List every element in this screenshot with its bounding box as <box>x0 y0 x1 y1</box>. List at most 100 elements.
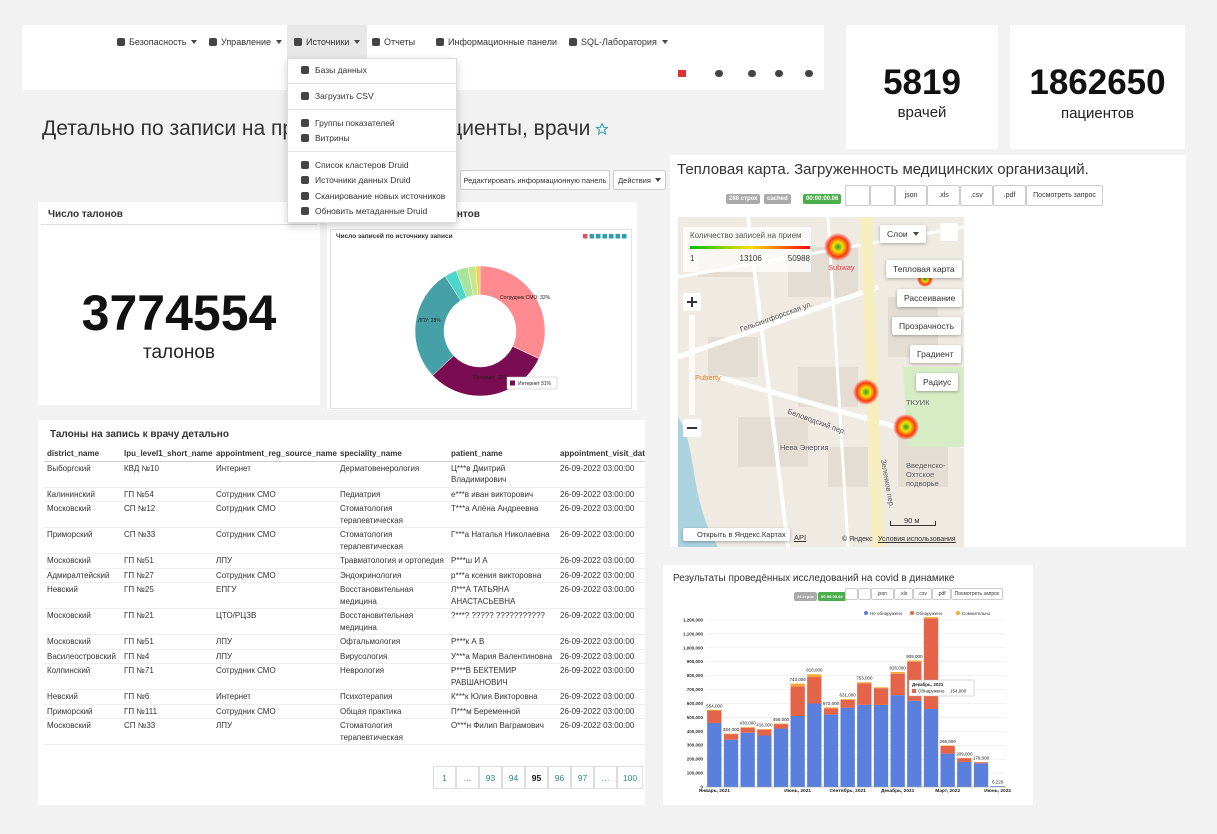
tickets-label: талонов <box>142 342 216 363</box>
table-cell: ?***? ????? ??????????? <box>448 608 557 635</box>
table-cell: Стоматология терапевтическая <box>337 718 448 745</box>
table-cell: Сотрудник СМО <box>213 704 337 719</box>
open-in-yandex[interactable]: Открыть в Яндекс.Картах <box>683 528 790 541</box>
kpi-value: 5819 <box>883 63 961 102</box>
table-cell: Дерматовенерология <box>337 461 448 488</box>
nav-item[interactable]: Источники <box>287 25 368 59</box>
column-header[interactable]: appointment_reg_source_name <box>213 447 337 462</box>
covid-panel: Результаты проведённых исследований на c… <box>663 565 1033 805</box>
nav-icon-button[interactable] <box>715 70 723 77</box>
page-button[interactable]: 93 <box>479 766 502 789</box>
language-flag[interactable] <box>678 70 686 77</box>
table-cell: К***к Юлия Викторовна <box>448 689 557 705</box>
export-button[interactable]: .csv <box>960 185 993 206</box>
table-cell: Колпинский <box>44 663 121 690</box>
table-cell: 26-09-2022 03:00:00 <box>557 553 645 569</box>
page-button[interactable]: 100 <box>617 766 643 789</box>
heat-point <box>853 379 879 405</box>
layer-option[interactable]: Рассеивание <box>897 289 963 307</box>
dropdown-item[interactable]: Источники данных Druid <box>288 173 456 189</box>
table-cell: 26-09-2022 03:00:00 <box>557 634 645 650</box>
api-link[interactable]: API <box>794 533 807 542</box>
page-button[interactable]: 97 <box>571 766 594 789</box>
column-header[interactable]: lpu_level1_short_name <box>121 447 213 462</box>
map[interactable]: Количество записей на прием 1 13106 50988 Сл… <box>678 217 964 547</box>
scale-bar <box>890 521 936 526</box>
dropdown-item[interactable]: Витрины <box>288 131 456 147</box>
panel-title: Результаты проведённых исследований на c… <box>673 573 955 584</box>
export-button[interactable]: .csv <box>913 588 932 600</box>
column-header[interactable]: patient_name <box>448 447 557 462</box>
nav-icon-button[interactable] <box>805 70 813 77</box>
page-button[interactable]: 94 <box>502 766 525 789</box>
dropdown-item[interactable]: Сканирование новых источников <box>288 188 456 204</box>
nav-item[interactable]: Управление <box>202 25 289 59</box>
nav-icon <box>294 38 302 46</box>
table-cell: 26-09-2022 03:00:00 <box>557 649 645 664</box>
pie-frame: Число записей по источнику записи <box>330 229 632 409</box>
layer-option[interactable]: Градиент <box>910 345 961 363</box>
export-button[interactable]: Посмотреть запрос <box>1026 185 1103 206</box>
edit-dashboard-button[interactable]: Редактировать информационную панель <box>460 170 610 190</box>
separator <box>288 82 456 84</box>
building-block <box>828 447 868 487</box>
export-button[interactable]: .pdf <box>932 588 951 600</box>
page-button[interactable]: 1 <box>433 766 456 789</box>
layer-option[interactable]: Прозрачность <box>892 317 962 335</box>
dropdown-item[interactable]: Список кластеров Druid <box>288 157 456 173</box>
export-button[interactable]: json <box>895 185 927 206</box>
layer-option[interactable]: Радиус <box>916 373 959 391</box>
tickets-value: 3774554 <box>81 285 277 341</box>
street <box>678 284 879 360</box>
caret <box>654 178 661 182</box>
table-row: Московский ГП №21 ЦТО/РЦЗВ Восстановительна… <box>44 608 645 635</box>
page-button[interactable]: 96 <box>548 766 571 789</box>
layer-option[interactable]: Тепловая карта <box>886 260 962 278</box>
table-row: Московский ГП №51 ЛПУ Офтальмология Р***к А … <box>44 634 645 650</box>
export-button[interactable]: json <box>871 588 894 600</box>
layers-button[interactable]: Слои <box>880 225 926 243</box>
nav-icon-button[interactable] <box>748 70 756 77</box>
nav-item[interactable]: Информационные панели <box>429 25 564 59</box>
fullscreen-button[interactable] <box>940 223 958 241</box>
table-cell: Офтальмология <box>337 634 448 650</box>
favorite-star[interactable] <box>596 123 609 135</box>
link-button[interactable] <box>845 588 858 600</box>
nav-item[interactable]: Безопасность <box>110 25 204 59</box>
embed-button[interactable] <box>870 185 895 206</box>
nav-item[interactable]: Отчеты <box>365 25 422 59</box>
page-button[interactable]: 95 <box>525 766 548 789</box>
table-cell: Сотрудник СМО <box>213 744 337 747</box>
export-button[interactable]: .xls <box>894 588 913 600</box>
table-cell: СП №33 <box>121 527 213 554</box>
export-button[interactable]: Посмотреть запрос <box>951 588 1003 600</box>
page-button[interactable]: … <box>594 766 617 789</box>
table-cell: ЕПГУ <box>213 582 337 609</box>
export-button[interactable]: .xls <box>927 185 960 206</box>
dropdown-item[interactable]: Загрузить CSV <box>288 89 456 105</box>
nav-item[interactable]: SQL-Лаборатория <box>562 25 675 59</box>
copyright: © Яндекс <box>842 536 873 543</box>
table-cell: Московский <box>44 501 121 528</box>
export-button[interactable]: .pdf <box>993 185 1026 206</box>
table-cell: Сотрудник СМО <box>213 527 337 554</box>
dropdown-item[interactable]: Базы данных <box>288 62 456 78</box>
nav-icon-button[interactable] <box>775 70 783 77</box>
dropdown-item[interactable]: Обновить метаданные Druid <box>288 204 456 220</box>
table-cell: ГП №27 <box>121 568 213 583</box>
legend-tick: 13106 <box>739 254 762 263</box>
table-cell: 26-09-2022 03:00:00 <box>557 663 645 690</box>
table-cell: ГП №54 <box>121 487 213 502</box>
link-button[interactable] <box>845 185 870 206</box>
column-header[interactable]: district_name <box>44 447 121 462</box>
heat-point <box>824 233 852 261</box>
column-header[interactable]: speciality_name <box>337 447 448 462</box>
column-header[interactable]: appointment_visit_date <box>557 447 645 462</box>
dropdown-item[interactable]: Группы показателей <box>288 115 456 131</box>
terms-link[interactable]: Условия использования <box>878 536 956 543</box>
item-icon <box>301 65 309 74</box>
page-button[interactable]: … <box>456 766 479 789</box>
embed-button[interactable] <box>858 588 871 600</box>
actions-button[interactable]: Действия <box>613 170 666 190</box>
map-place-label: Нева Энергия <box>780 443 829 452</box>
